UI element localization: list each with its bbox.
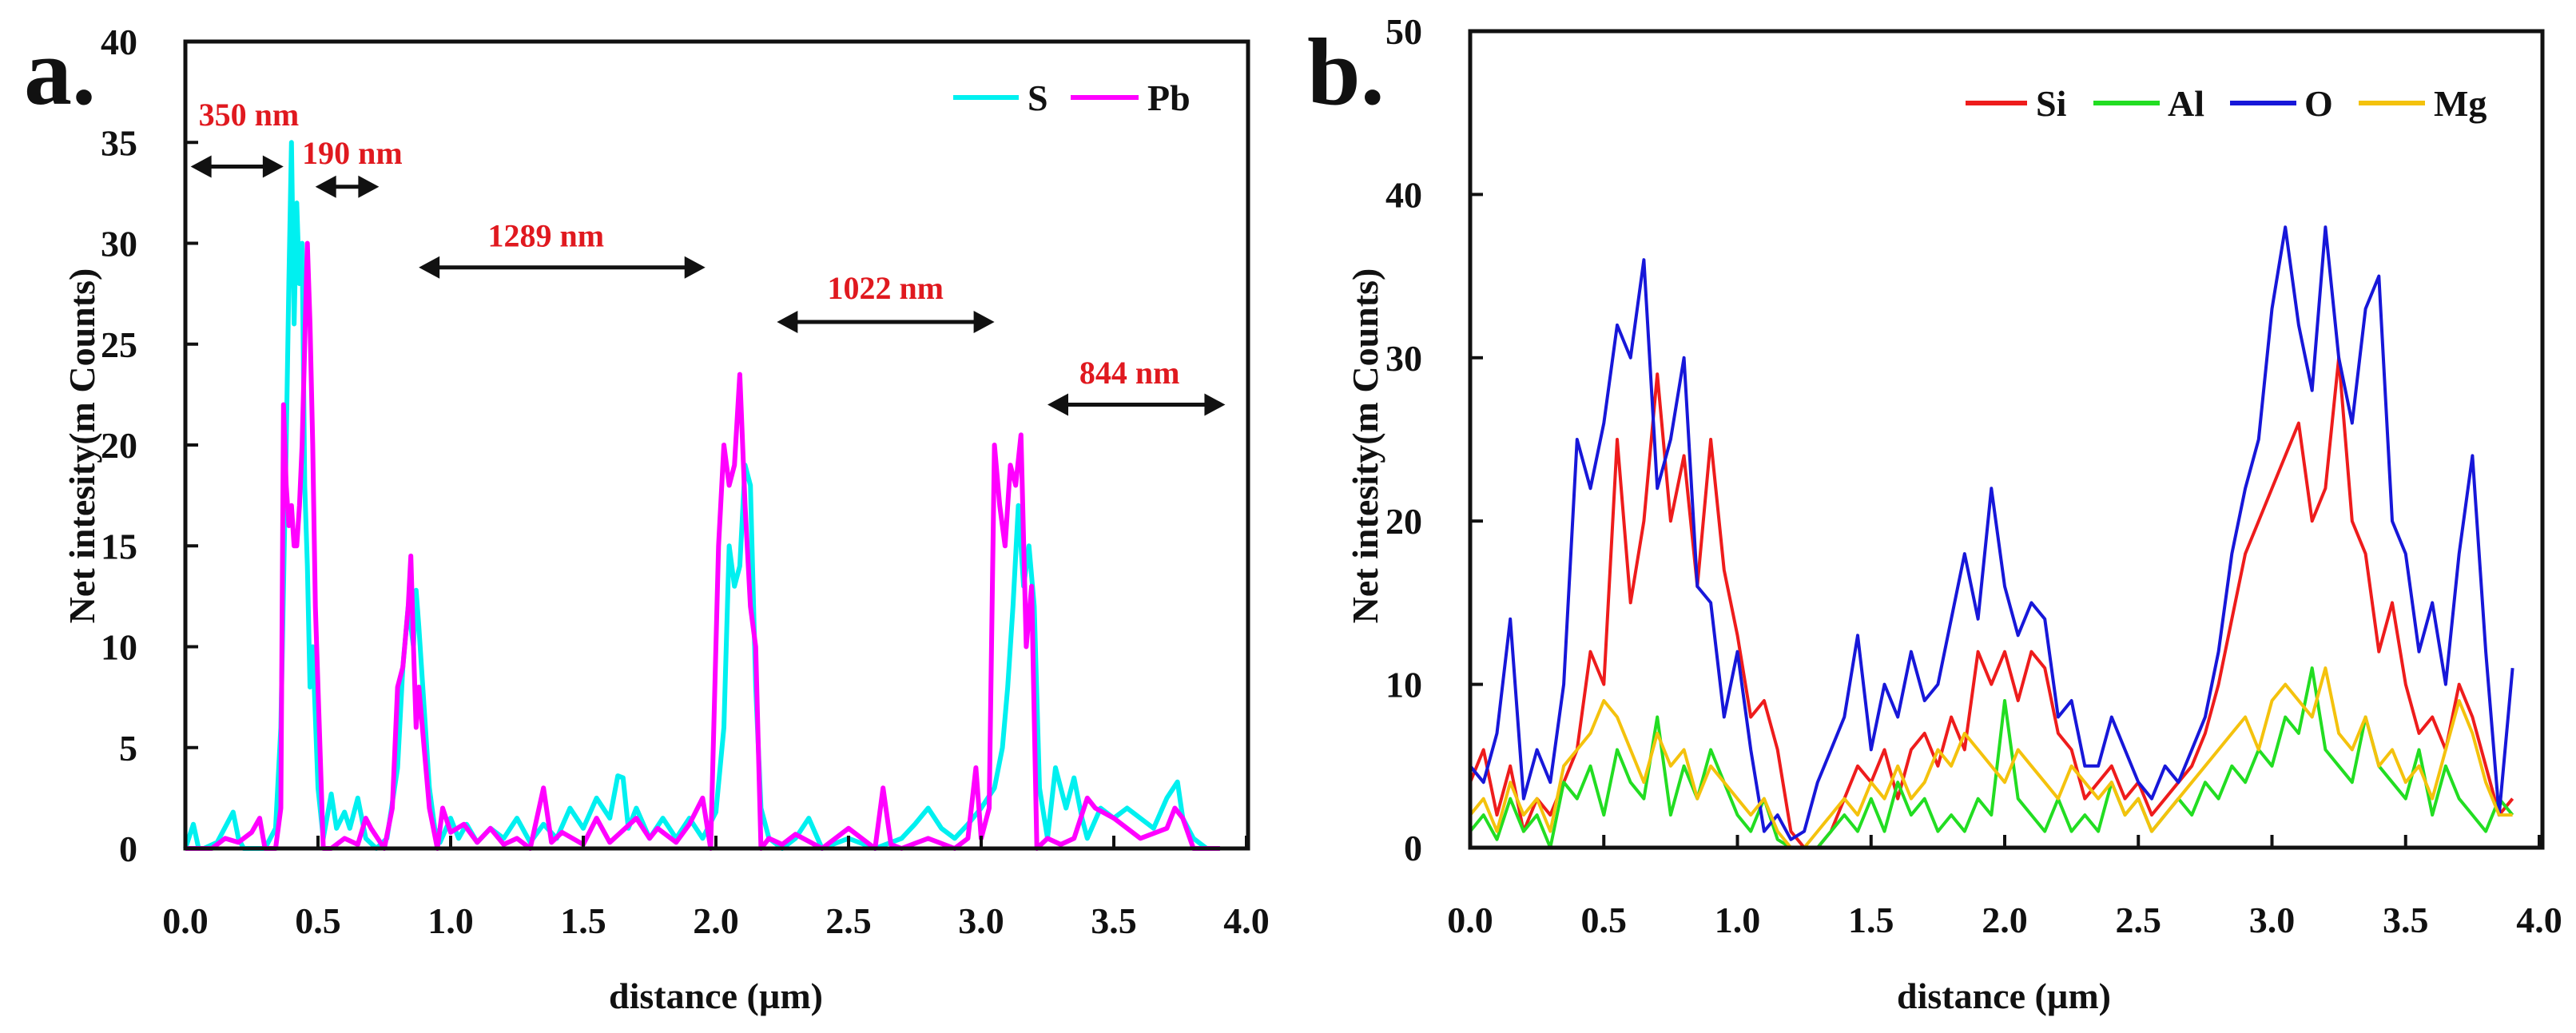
panel-b-legend: Si Al O Mg: [1966, 83, 2487, 124]
panel-a-x-tick-label: 3.5: [1091, 900, 1137, 941]
panel-b-x-tick-label: 2.0: [1982, 900, 2028, 940]
annotation-arrow-head-right: [358, 175, 380, 198]
panel-a-y-tick-label: 15: [101, 526, 137, 566]
annotation-arrow-head-left: [190, 155, 212, 178]
panel-b-label: b.: [1307, 18, 1385, 125]
panel-b-y-tick-label: 10: [1385, 665, 1422, 705]
panel-b-y-tick-label: 40: [1385, 174, 1422, 215]
panel-b-series-al-line: [1469, 666, 2514, 849]
annotation-arrow-head-right: [973, 310, 995, 333]
panel-a-x-tick-label: 2.5: [825, 900, 872, 941]
panel-b-plot: 0 10 20 30 40 50 0.0 0.5 1.0 1.5 2.0 2.5 3.0 3.5 4.0: [1385, 11, 2562, 940]
panel-b-x-tick-label: 2.5: [2116, 900, 2162, 940]
annotation-arrow-head-right: [684, 256, 706, 279]
legend-label-pb: Pb: [1147, 77, 1191, 118]
panel-b-plot-frame: [1468, 29, 2545, 850]
panel-a-x-tick-label: 1.5: [560, 900, 606, 941]
panel-b-x-axis-title: distance (µm): [1897, 975, 2111, 1016]
annotation-arrow-head-left: [315, 175, 336, 198]
annotation-label-190nm: 190 nm: [302, 135, 403, 171]
panel-b-series-o-line: [1469, 225, 2514, 841]
panel-b-x-tick-label: 0.0: [1447, 900, 1493, 940]
legend-label-mg: Mg: [2434, 83, 2487, 124]
panel-b-y-tick-label: 30: [1385, 338, 1422, 379]
panel-b-y-tick-label: 0: [1404, 828, 1422, 868]
panel-b-x-tick-label: 3.0: [2249, 900, 2296, 940]
panel-a-y-axis-title: Net intesity(m Counts): [62, 268, 102, 624]
panel-a-plot: 0 5 10 15 20 25 30 35 40 0.0 0.5 1.0 1.5 2.0 2.5 3.0 3.5…: [101, 22, 1270, 941]
annotation-label-1022nm: 1022 nm: [827, 270, 944, 306]
panel-a-y-tick-label: 30: [101, 224, 137, 264]
panel-b-x-tick-label: 4.0: [2516, 900, 2562, 940]
panel-a-x-tick-label: 0.5: [295, 900, 341, 941]
annotation-arrow-head-right: [1204, 393, 1226, 416]
legend-label-si: Si: [2036, 83, 2067, 124]
panel-a-x-tick-label: 1.0: [427, 900, 474, 941]
panel-a-y-tick-label: 5: [119, 728, 137, 769]
panel-b-y-axis-title: Net intesity(m Counts): [1345, 268, 1385, 624]
panel-b-x-tick-label: 0.5: [1581, 900, 1628, 940]
annotation-arrow-head-right: [262, 155, 284, 178]
panel-b-x-tick-label: 1.0: [1715, 900, 1761, 940]
panel-b-y-tick-label: 20: [1385, 501, 1422, 542]
panel-b-x-tick-label: 3.5: [2383, 900, 2429, 940]
panel-a-x-tick-label: 2.0: [693, 900, 739, 941]
panel-a-legend: S Pb: [953, 77, 1191, 118]
panel-a-y-tick-label: 40: [101, 22, 137, 62]
panel-a-y-tick-label: 0: [119, 828, 137, 869]
panel-b-x-tick-label: 1.5: [1848, 900, 1894, 940]
panel-a-x-tick-label: 4.0: [1223, 900, 1270, 941]
panel-a-y-tick-label: 20: [101, 425, 137, 466]
annotation-arrow-head-left: [1047, 393, 1068, 416]
panel-a-series-pb-line: [185, 240, 1220, 851]
annotation-label-844nm: 844 nm: [1079, 355, 1180, 391]
panel-a-y-tick-label: 35: [101, 122, 137, 163]
panel-a-x-axis-title: distance (µm): [609, 975, 823, 1016]
panel-a-x-tick-label: 3.0: [958, 900, 1004, 941]
panel-a-series-s-line: [183, 140, 1220, 851]
legend-label-o: O: [2304, 83, 2333, 124]
panel-a-y-tick-label: 10: [101, 627, 137, 668]
annotation-arrow-head-left: [777, 310, 798, 333]
panel-a-label: a.: [24, 18, 96, 125]
legend-label-s: S: [1028, 77, 1048, 118]
panel-a-y-tick-label: 25: [101, 324, 137, 365]
annotation-label-1289nm: 1289 nm: [487, 217, 604, 253]
annotation-label-350nm: 350 nm: [199, 97, 300, 133]
legend-label-al: Al: [2168, 83, 2204, 124]
panel-b-y-tick-label: 50: [1385, 11, 1422, 52]
panel-b-series-mg-line: [1469, 666, 2513, 849]
annotation-arrow-head-left: [419, 256, 440, 279]
panel-a-x-tick-label: 0.0: [162, 900, 209, 941]
